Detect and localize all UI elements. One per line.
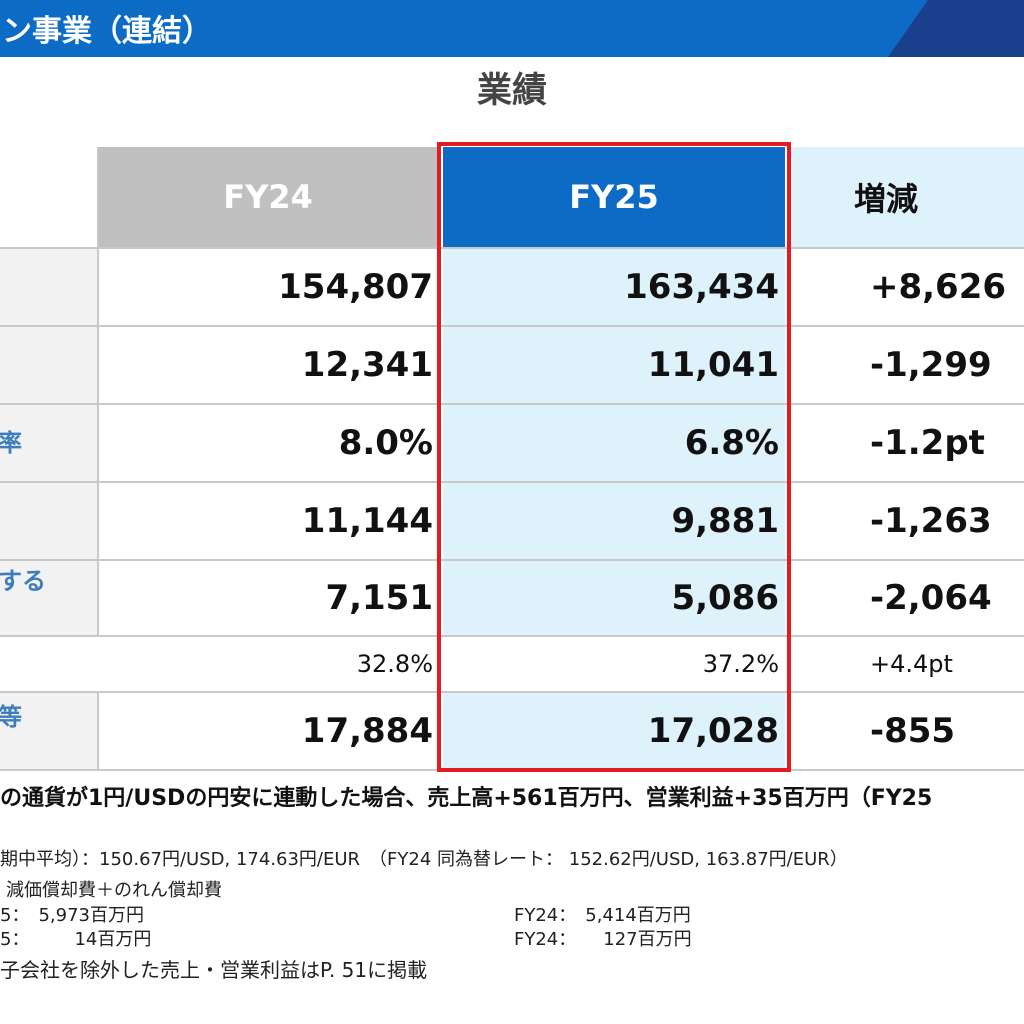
- fy25-value: 6.8%: [443, 405, 785, 481]
- table-row: 154,807 163,434 +8,626: [0, 249, 1024, 325]
- slide-header: ン事業（連結）: [0, 0, 1024, 57]
- depreciation-fy24: FY24： 5,414百万円: [514, 905, 691, 926]
- table-divider: [0, 247, 1024, 249]
- table-divider: [0, 325, 1024, 327]
- header-decoration: [888, 0, 1024, 57]
- slide-title: ン事業（連結）: [2, 14, 212, 49]
- depreciation-title: 減価償却費＋のれん償却費: [6, 880, 222, 901]
- change-value: -1,263: [870, 501, 992, 541]
- fx-rate-note: 期中平均）：150.67円/USD, 174.63円/EUR （FY24 同為替…: [0, 849, 848, 870]
- row-label: する: [0, 567, 46, 595]
- fy24-value: 7,151: [99, 561, 437, 635]
- row-label-cell: 等: [0, 693, 98, 769]
- table-row: 32.8% 37.2% +4.4pt: [0, 637, 1024, 691]
- fy25-value: 11,041: [443, 327, 785, 403]
- fy25-value: 17,028: [443, 693, 785, 769]
- depreciation-fy25: 5： 5,973百万円: [0, 905, 144, 926]
- change-value: -2,064: [870, 578, 992, 618]
- fy24-value: 17,884: [99, 693, 437, 769]
- table-divider: [0, 691, 1024, 693]
- row-label: 等: [0, 703, 22, 731]
- table-divider: [0, 769, 1024, 771]
- table-divider: [0, 559, 1024, 561]
- table-row: 12,341 11,041 -1,299: [0, 327, 1024, 403]
- table-row: 等 17,884 17,028 -855: [0, 693, 1024, 769]
- fy24-value: 32.8%: [356, 650, 433, 678]
- row-label-cell: [0, 249, 98, 325]
- column-header-fy24: FY24: [99, 147, 437, 247]
- table-row: 11,144 9,881 -1,263: [0, 483, 1024, 559]
- row-label-cell: 率: [0, 405, 98, 481]
- change-value: +8,626: [870, 267, 1007, 307]
- column-header-fy25: FY25: [443, 147, 785, 247]
- fy25-value: 37.2%: [702, 650, 779, 678]
- change-value: -855: [870, 711, 956, 751]
- sensitivity-note: の通貨が1円/USDの円安に連動した場合、売上高+561百万円、営業利益+35百…: [0, 786, 933, 811]
- table-divider: [0, 481, 1024, 483]
- column-header-change: 増減: [791, 147, 1024, 247]
- table-divider: [0, 635, 1024, 637]
- table-row: する 7,151 5,086 -2,064: [0, 561, 1024, 635]
- row-label: 率: [0, 429, 22, 457]
- row-label-cell: する: [0, 561, 98, 635]
- fy25-value: 5,086: [443, 561, 785, 635]
- fy24-value: 12,341: [99, 327, 437, 403]
- row-label-cell: [0, 327, 98, 403]
- table-divider: [97, 691, 99, 771]
- section-title: 業績: [476, 71, 547, 111]
- fy24-value: 154,807: [99, 249, 437, 325]
- fy25-value: 163,434: [443, 249, 785, 325]
- table-row: 率 8.0% 6.8% -1.2pt: [0, 405, 1024, 481]
- goodwill-fy24: FY24： 127百万円: [514, 929, 692, 950]
- table-divider: [0, 403, 1024, 405]
- change-value: +4.4pt: [870, 650, 953, 678]
- goodwill-fy25: 5： 14百万円: [0, 929, 152, 950]
- fy24-value: 11,144: [99, 483, 437, 559]
- table-divider: [97, 147, 99, 635]
- change-value: -1.2pt: [870, 423, 985, 463]
- excluded-subsidiary-note: 子会社を除外した売上・営業利益はP. 51に掲載: [0, 958, 428, 982]
- change-value: -1,299: [870, 345, 992, 385]
- row-label-cell: [0, 483, 98, 559]
- fy24-value: 8.0%: [99, 405, 437, 481]
- fy25-value: 9,881: [443, 483, 785, 559]
